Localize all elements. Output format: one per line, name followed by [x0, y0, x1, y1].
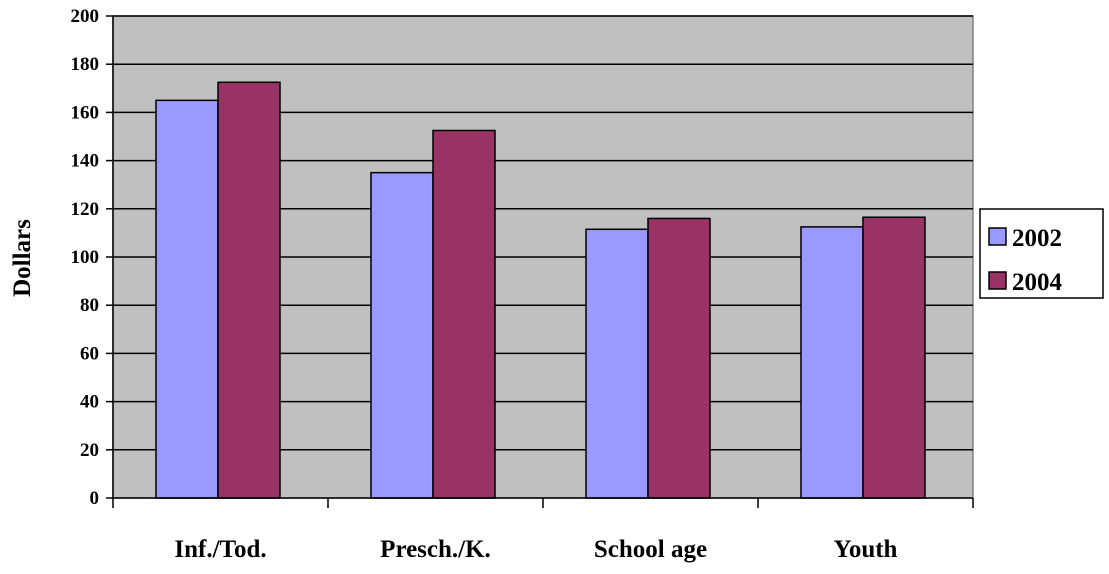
y-tick-label: 0 [90, 488, 100, 509]
y-tick-label: 160 [71, 102, 100, 123]
bar [800, 226, 864, 499]
legend-label: 2002 [1012, 225, 1062, 252]
y-tick-label: 80 [80, 295, 99, 316]
bar [217, 81, 281, 499]
legend-box [979, 208, 1104, 299]
y-tick-label: 180 [71, 54, 100, 75]
y-tick-label: 20 [80, 440, 99, 461]
bar [432, 129, 496, 499]
legend-swatch [988, 227, 1007, 246]
bar [155, 99, 219, 499]
bar [647, 217, 711, 499]
y-axis-title: Dollars [9, 219, 36, 297]
x-category-label: Youth [834, 536, 898, 563]
bar [862, 216, 926, 499]
bar [585, 228, 649, 499]
legend: 2002 2004 [979, 208, 1104, 299]
y-tick-label: 120 [71, 199, 100, 220]
x-category-label: Presch./K. [380, 536, 491, 563]
bar [370, 171, 434, 499]
y-tick-label: 100 [71, 247, 100, 268]
plot-area [112, 15, 974, 499]
axes: 0 20 40 60 80 100 120 140 160 180 200 Inf./Tod. Pres… [71, 6, 974, 563]
legend-swatch [988, 271, 1007, 290]
y-tick-label: 40 [80, 392, 99, 413]
x-category-label: School age [594, 536, 707, 563]
y-tick-label: 60 [80, 343, 99, 364]
y-tick-label: 140 [71, 151, 100, 172]
x-category-label: Inf./Tod. [174, 536, 266, 563]
y-tick-label: 200 [71, 6, 100, 27]
legend-label: 2004 [1012, 269, 1063, 296]
